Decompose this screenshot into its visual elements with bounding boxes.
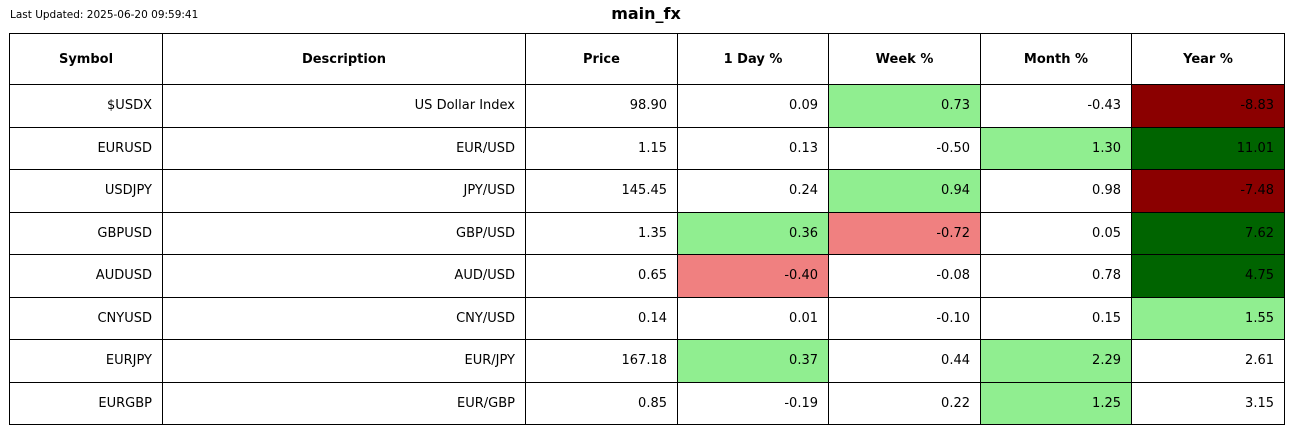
description-cell: EUR/USD (162, 126, 526, 170)
month-pct-cell: -0.43 (980, 84, 1132, 128)
month-pct-cell: 0.98 (980, 169, 1132, 213)
column-header-description: Description (162, 33, 526, 85)
price-cell: 0.14 (525, 296, 678, 340)
year-pct-cell: -8.83 (1131, 84, 1285, 128)
column-header-month-pct: Month % (980, 33, 1132, 85)
table-row: GBPUSD GBP/USD 1.35 0.36 -0.72 0.05 7.62 (9, 211, 1285, 255)
price-cell: 0.65 (525, 254, 678, 298)
table-row: EURJPY EUR/JPY 167.18 0.37 0.44 2.29 2.61 (9, 339, 1285, 383)
symbol-cell: AUDUSD (9, 254, 163, 298)
week-pct-cell: 0.94 (828, 169, 981, 213)
column-header-day-pct: 1 Day % (677, 33, 829, 85)
week-pct-cell: 0.44 (828, 339, 981, 383)
year-pct-cell: -7.48 (1131, 169, 1285, 213)
symbol-cell: EURGBP (9, 381, 163, 425)
week-pct-cell: 0.22 (828, 381, 981, 425)
description-cell: EUR/JPY (162, 339, 526, 383)
table-row: $USDX US Dollar Index 98.90 0.09 0.73 -0.43 -8… (9, 84, 1285, 128)
month-pct-cell: 0.78 (980, 254, 1132, 298)
price-cell: 0.85 (525, 381, 678, 425)
column-header-price: Price (525, 33, 678, 85)
day-pct-cell: 0.24 (677, 169, 829, 213)
week-pct-cell: -0.72 (828, 211, 981, 255)
symbol-cell: USDJPY (9, 169, 163, 213)
fx-rates-table: Symbol Description Price 1 Day % Week % … (9, 33, 1285, 425)
price-cell: 1.15 (525, 126, 678, 170)
year-pct-cell: 7.62 (1131, 211, 1285, 255)
symbol-cell: EURJPY (9, 339, 163, 383)
day-pct-cell: 0.37 (677, 339, 829, 383)
symbol-cell: $USDX (9, 84, 163, 128)
last-updated-timestamp: Last Updated: 2025-06-20 09:59:41 (10, 9, 199, 21)
symbol-cell: GBPUSD (9, 211, 163, 255)
price-cell: 167.18 (525, 339, 678, 383)
table-row: EURGBP EUR/GBP 0.85 -0.19 0.22 1.25 3.15 (9, 381, 1285, 425)
column-header-symbol: Symbol (9, 33, 163, 85)
fx-table-body: $USDX US Dollar Index 98.90 0.09 0.73 -0.43 -8… (9, 84, 1285, 425)
day-pct-cell: -0.19 (677, 381, 829, 425)
week-pct-cell: 0.73 (828, 84, 981, 128)
description-cell: GBP/USD (162, 211, 526, 255)
day-pct-cell: 0.09 (677, 84, 829, 128)
month-pct-cell: 1.25 (980, 381, 1132, 425)
description-cell: EUR/GBP (162, 381, 526, 425)
table-row: AUDUSD AUD/USD 0.65 -0.40 -0.08 0.78 4.75 (9, 254, 1285, 298)
year-pct-cell: 11.01 (1131, 126, 1285, 170)
day-pct-cell: 0.01 (677, 296, 829, 340)
month-pct-cell: 2.29 (980, 339, 1132, 383)
week-pct-cell: -0.50 (828, 126, 981, 170)
price-cell: 98.90 (525, 84, 678, 128)
table-row: USDJPY JPY/USD 145.45 0.24 0.94 0.98 -7.48 (9, 169, 1285, 213)
year-pct-cell: 4.75 (1131, 254, 1285, 298)
day-pct-cell: 0.36 (677, 211, 829, 255)
column-header-week-pct: Week % (828, 33, 981, 85)
table-row: CNYUSD CNY/USD 0.14 0.01 -0.10 0.15 1.55 (9, 296, 1285, 340)
description-cell: AUD/USD (162, 254, 526, 298)
month-pct-cell: 1.30 (980, 126, 1132, 170)
year-pct-cell: 2.61 (1131, 339, 1285, 383)
symbol-cell: EURUSD (9, 126, 163, 170)
month-pct-cell: 0.05 (980, 211, 1132, 255)
price-cell: 145.45 (525, 169, 678, 213)
month-pct-cell: 0.15 (980, 296, 1132, 340)
column-header-year-pct: Year % (1131, 33, 1285, 85)
table-header: Symbol Description Price 1 Day % Week % … (9, 33, 1285, 85)
price-cell: 1.35 (525, 211, 678, 255)
week-pct-cell: -0.08 (828, 254, 981, 298)
description-cell: US Dollar Index (162, 84, 526, 128)
page-title: main_fx (611, 4, 681, 23)
symbol-cell: CNYUSD (9, 296, 163, 340)
table-row: EURUSD EUR/USD 1.15 0.13 -0.50 1.30 11.01 (9, 126, 1285, 170)
description-cell: CNY/USD (162, 296, 526, 340)
day-pct-cell: -0.40 (677, 254, 829, 298)
description-cell: JPY/USD (162, 169, 526, 213)
day-pct-cell: 0.13 (677, 126, 829, 170)
year-pct-cell: 3.15 (1131, 381, 1285, 425)
week-pct-cell: -0.10 (828, 296, 981, 340)
year-pct-cell: 1.55 (1131, 296, 1285, 340)
header-row: Symbol Description Price 1 Day % Week % … (9, 33, 1285, 85)
